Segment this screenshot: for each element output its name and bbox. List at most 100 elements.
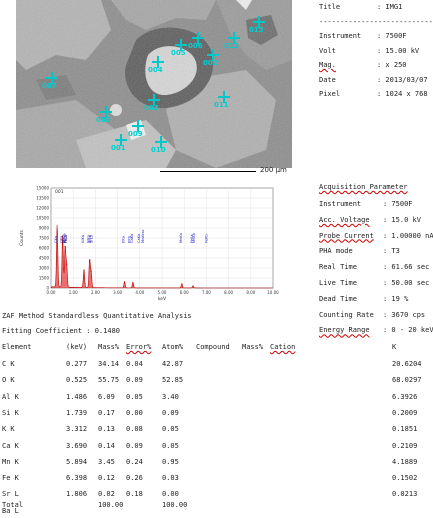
acquisition-key: PHA mode <box>319 247 353 256</box>
acquisition-key: Real Time <box>319 263 357 272</box>
table-cell: 3.45 <box>98 457 115 466</box>
info-key: Date <box>319 75 336 84</box>
table-cell: 20.6204 <box>392 360 422 368</box>
info-key: Mag. <box>319 61 336 69</box>
info-value: : 7500F <box>377 32 407 40</box>
peak-label: MnKa <box>179 233 183 243</box>
table-row: C K 0.277 34.14 0.04 42.87 20.6204 <box>0 360 433 371</box>
table-cell: 0.12 <box>98 474 115 483</box>
table-row: O K 0.525 55.75 0.09 52.85 68.0297 <box>0 376 433 387</box>
table-cell: 0.05 <box>162 441 179 450</box>
table-cell: Al K <box>2 392 19 401</box>
acquisition-key: Dead Time <box>319 294 357 303</box>
table-cell: 0.2009 <box>392 408 418 417</box>
y-tick-label: 4500 <box>39 256 50 261</box>
table-cell: Fe K <box>2 474 19 483</box>
info-value: : IMG1 <box>377 3 403 11</box>
table-cell: K K <box>2 425 15 434</box>
table-cell: 55.75 <box>98 376 120 385</box>
x-tick-label: 3.00 <box>113 290 122 295</box>
x-tick-label: 9.00 <box>246 290 255 295</box>
x-tick-label: 8.00 <box>224 290 233 295</box>
acquisition-value: : 3670 cps <box>383 310 426 319</box>
acquisition-key: Energy Range <box>319 326 370 335</box>
table-cell: 0.277 <box>66 360 88 368</box>
table-cell: 0.24 <box>126 457 143 466</box>
table-cell: 0.95 <box>162 457 179 466</box>
table-cell: 0.525 <box>66 376 88 385</box>
peak-point <box>62 235 64 237</box>
table-cell: 6.398 <box>66 474 88 483</box>
peak-label: MnLl <box>62 235 66 243</box>
peak-point <box>181 283 183 285</box>
acquisition-key: Probe Current <box>319 231 374 240</box>
y-tick-label: 6000 <box>39 246 50 251</box>
acquisition-value: : T3 <box>383 247 400 256</box>
table-cell: 0.09 <box>126 376 143 385</box>
peak-label: KKb <box>128 235 132 243</box>
scale-bar-label: 200 µm <box>260 166 287 174</box>
marker-label: 012 <box>224 42 239 50</box>
info-key: ---------------------------- <box>319 17 433 26</box>
marker-cross-icon <box>46 72 58 84</box>
y-tick-label: 1500 <box>39 276 50 281</box>
marker-label: 010 <box>151 146 166 154</box>
acquisition-key: Instrument <box>319 200 362 208</box>
marker-cross-icon <box>192 32 204 44</box>
table-cell: 1.486 <box>66 392 88 401</box>
table-cell: 42.87 <box>162 360 184 368</box>
table-cell: 0.05 <box>126 392 143 401</box>
peak-point <box>64 246 66 248</box>
table-row: Ba L <box>0 507 433 518</box>
marker-label: 008 <box>96 116 111 124</box>
table-cell: Cation <box>270 343 296 351</box>
table-cell: Mass% <box>242 343 264 351</box>
table-cell: 6.09 <box>98 392 115 401</box>
peak-label: CKa <box>54 236 58 243</box>
marker-cross-icon <box>253 16 265 28</box>
table-cell: 0.09 <box>162 408 179 417</box>
table-cell: C K <box>2 360 15 368</box>
table-row: Al K 1.486 6.09 0.05 3.40 6.3926 <box>0 393 433 404</box>
table-cell: 52.85 <box>162 376 184 385</box>
table-cell: 0.02 <box>98 490 115 499</box>
acquisition-value: : 7500F <box>383 200 413 208</box>
peak-label: FeLl <box>64 236 68 243</box>
table-cell: 100.00 <box>98 501 124 509</box>
peak-point <box>123 281 126 283</box>
table-cell: Mn K <box>2 457 19 466</box>
chart-title: 001 <box>55 189 64 195</box>
table-cell: 100.00 <box>162 501 188 509</box>
table-cell: O K <box>2 376 15 385</box>
peak-label: OKa <box>60 236 64 243</box>
table-cell: 0.05 <box>162 425 179 434</box>
marker-cross-icon <box>100 106 112 118</box>
marker-cross-icon <box>207 49 219 61</box>
marker-cross-icon <box>155 136 167 148</box>
table-cell: Error% <box>126 343 152 351</box>
table-cell: 0.0213 <box>392 490 418 499</box>
x-tick-label: 5.00 <box>158 290 167 295</box>
table-cell: Si K <box>2 408 19 417</box>
peak-label: FeLa <box>64 235 68 243</box>
info-value: : 2013/03/07 <box>377 75 428 84</box>
marker-cross-icon <box>132 120 144 132</box>
acquisition-value: : 0 - 20 keV <box>383 326 433 335</box>
table-row: Sr L 1.806 0.02 0.18 0.00 0.0213 <box>0 490 433 501</box>
table-cell: 5.894 <box>66 457 88 466</box>
table-cell: Atom% <box>162 343 184 351</box>
info-value: : 15.00 kV <box>377 46 420 55</box>
peak-point <box>83 269 85 271</box>
table-cell: 0.00 <box>162 490 179 499</box>
peak-label: MnKb <box>192 232 196 243</box>
table-cell: 4.1889 <box>392 457 418 466</box>
info-value: : 1024 x 768 <box>377 90 428 98</box>
table-row: K K 3.312 0.13 0.08 0.05 0.1851 <box>0 425 433 436</box>
peak-label: SrLb <box>90 234 94 243</box>
marker-label: 002 <box>203 59 218 67</box>
table-cell: Compound <box>196 343 230 351</box>
y-tick-label: 0 <box>46 286 49 291</box>
table-cell: 0.17 <box>98 408 115 417</box>
x-tick-label: 2.00 <box>91 290 100 295</box>
peak-point <box>56 225 58 227</box>
